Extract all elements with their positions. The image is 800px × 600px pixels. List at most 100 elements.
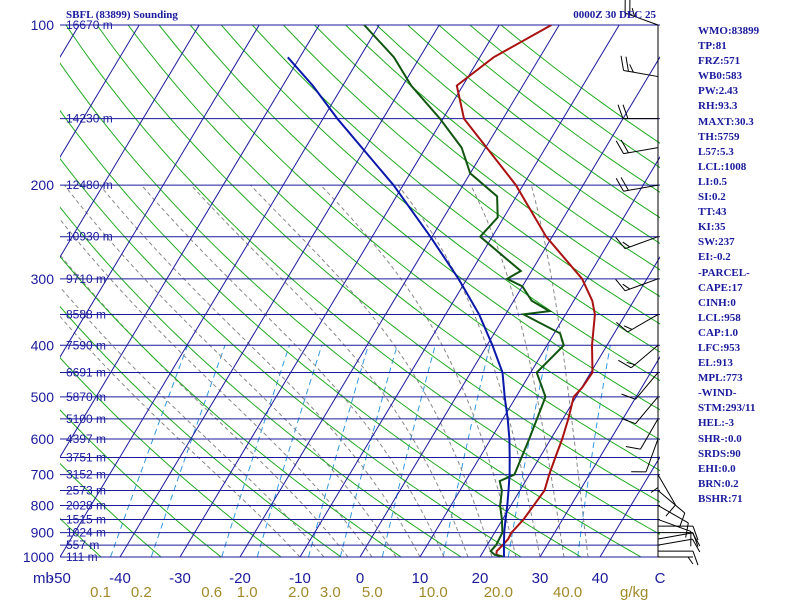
temp-tick--40: -40 bbox=[109, 570, 131, 587]
wind-barb-650 bbox=[650, 457, 659, 493]
index-item: -PARCEL- bbox=[698, 266, 750, 279]
wind-barb-500 bbox=[621, 396, 659, 425]
pressure-label-100: 100 bbox=[31, 17, 55, 33]
index-item: CAP:1.0 bbox=[698, 326, 739, 339]
mixing-ratio-lines bbox=[110, 345, 611, 557]
mixing-unit-label: g/kg bbox=[620, 584, 648, 600]
wind-barb-400 bbox=[618, 344, 659, 369]
mixing-tick-20: 20.0 bbox=[484, 584, 513, 600]
wind-barb-750 bbox=[657, 490, 686, 528]
mixing-tick-0.6: 0.6 bbox=[201, 584, 222, 600]
isotherm--70 bbox=[60, 25, 260, 358]
mixing-tick-5: 5.0 bbox=[362, 584, 383, 600]
wind-barb-900 bbox=[658, 532, 699, 547]
temp-tick-0: 0 bbox=[356, 570, 364, 587]
index-item: BSHR:71 bbox=[698, 492, 743, 505]
index-item: RH:93.3 bbox=[698, 100, 738, 113]
wind-barb-700 bbox=[657, 474, 676, 517]
mixing-tick-2: 2.0 bbox=[288, 584, 309, 600]
axis-units-label: mb bbox=[33, 570, 54, 587]
mixing-line-0.6 bbox=[221, 345, 290, 557]
isotherm--110 bbox=[0, 25, 19, 557]
wind-barb-100 bbox=[624, 0, 659, 26]
wind-barbs bbox=[615, 0, 701, 566]
temp-tick-10: 10 bbox=[412, 570, 429, 587]
height-label-800: 2028 m bbox=[66, 498, 106, 512]
height-label-650: 3751 m bbox=[66, 450, 106, 464]
temp-tick--50: -50 bbox=[49, 570, 71, 587]
height-label-300: 9710 m bbox=[66, 272, 106, 286]
moist-adiabat-6 bbox=[64, 184, 397, 557]
index-item: EI:-0.2 bbox=[698, 251, 731, 264]
index-item: TT:43 bbox=[698, 206, 727, 219]
index-item: EHI:0.0 bbox=[698, 462, 736, 475]
index-item: WMO:83899 bbox=[698, 25, 760, 37]
isotherm-0 bbox=[359, 56, 660, 557]
wind-barb-125 bbox=[620, 55, 659, 78]
pressure-label-200: 200 bbox=[31, 177, 55, 193]
wind-barb-170 bbox=[615, 139, 659, 155]
wind-barb-950 bbox=[657, 538, 701, 553]
mixing-tick-0.1: 0.1 bbox=[90, 584, 111, 600]
index-item: LCL:1008 bbox=[698, 160, 747, 173]
wind-barb-300 bbox=[615, 278, 659, 292]
isotherm-10 bbox=[419, 156, 660, 557]
pressure-label-700: 700 bbox=[31, 467, 55, 483]
wind-barb-350 bbox=[616, 314, 659, 333]
moist-adiabat-18 bbox=[190, 184, 469, 557]
height-label-200: 12480 m bbox=[66, 178, 113, 192]
index-item: KI:35 bbox=[698, 221, 726, 234]
index-item: WB0:583 bbox=[698, 70, 742, 83]
temp-tick--30: -30 bbox=[169, 570, 191, 587]
index-item: EL:913 bbox=[698, 357, 733, 370]
wind-barb-450 bbox=[621, 372, 659, 400]
dry-adiabat-330 bbox=[65, 25, 660, 535]
pressure-label-500: 500 bbox=[31, 389, 55, 405]
wind-barb-250 bbox=[615, 236, 659, 250]
index-item: MPL:773 bbox=[698, 372, 743, 385]
moist-adiabat-30 bbox=[397, 184, 541, 557]
wind-barb-850 bbox=[657, 518, 692, 547]
index-item: LFC:953 bbox=[698, 341, 741, 354]
pressure-label-900: 900 bbox=[31, 525, 55, 541]
isotherm-40 bbox=[599, 456, 660, 557]
temp-tick-30: 30 bbox=[532, 570, 549, 587]
height-label-400: 7590 m bbox=[66, 338, 106, 352]
mixing-tick-40: 40.0 bbox=[553, 584, 582, 600]
index-item: HEL:-3 bbox=[698, 417, 735, 430]
index-item: MAXT:30.3 bbox=[698, 115, 754, 128]
mixing-line-1 bbox=[256, 345, 323, 557]
isotherm-30 bbox=[539, 356, 660, 557]
height-label-850: 1515 m bbox=[66, 512, 106, 526]
moist-adiabat--2 bbox=[60, 254, 349, 557]
moist-adiabat-26 bbox=[320, 184, 517, 557]
wind-barb-200 bbox=[615, 177, 659, 192]
mixing-line-0.2 bbox=[150, 345, 226, 557]
height-label-250: 10930 m bbox=[66, 230, 113, 244]
isotherm--60 bbox=[60, 25, 320, 458]
index-item: TH:5759 bbox=[698, 130, 740, 143]
index-item: TP:81 bbox=[698, 40, 727, 53]
index-item: L57:5.3 bbox=[698, 145, 734, 158]
height-label-600: 4397 m bbox=[66, 432, 106, 446]
index-item: -WIND- bbox=[698, 387, 737, 400]
mixing-tick-3: 3.0 bbox=[320, 584, 341, 600]
index-item: BRN:0.2 bbox=[698, 477, 739, 490]
isotherm--80 bbox=[60, 25, 200, 258]
moist-adiabat-38 bbox=[530, 184, 589, 557]
wind-barb-800 bbox=[657, 505, 689, 538]
isotherm--20 bbox=[239, 25, 560, 557]
mixing-tick-10: 10.0 bbox=[419, 584, 448, 600]
indices-panel: WMO:83899 TP:81 FRZ:571 WB0:583 PW:2.43 RH:93… bbox=[698, 24, 759, 507]
temperature-line bbox=[455, 25, 596, 557]
height-label-450: 6691 m bbox=[66, 366, 106, 380]
pressure-label-800: 800 bbox=[31, 497, 55, 513]
index-item: SRDS:90 bbox=[698, 447, 741, 460]
mixing-line-10 bbox=[442, 345, 491, 557]
wind-barb-150 bbox=[617, 104, 658, 120]
moist-adiabat-14 bbox=[141, 184, 445, 557]
profile-series bbox=[287, 25, 596, 557]
isobar-lines bbox=[60, 24, 660, 558]
index-item: STM:293/11 bbox=[698, 402, 756, 415]
pressure-label-400: 400 bbox=[31, 337, 55, 353]
